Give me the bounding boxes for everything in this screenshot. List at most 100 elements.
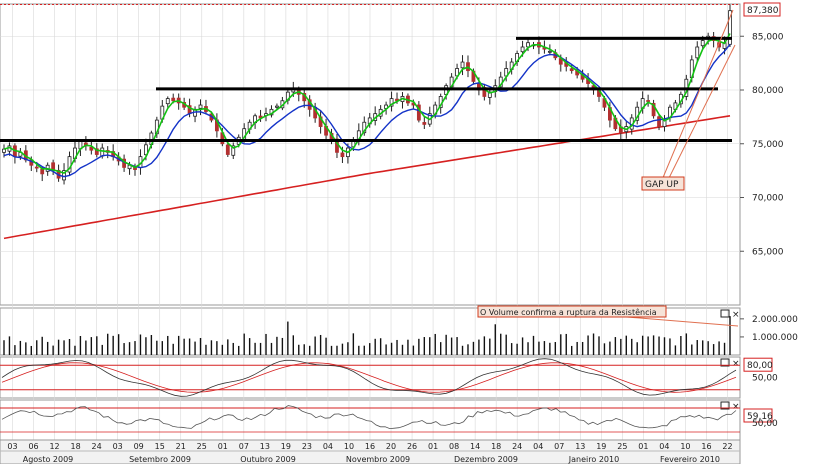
- x-month-label: Novembro 2009: [346, 455, 410, 464]
- x-day-label: 21: [176, 442, 186, 451]
- x-day-label: 12: [49, 442, 59, 451]
- x-day-label: 03: [7, 442, 17, 451]
- x-month-label: Janeiro 2010: [568, 455, 619, 464]
- gap-arrow-line: [661, 9, 734, 181]
- stoch-k-line: [1, 358, 737, 397]
- x-day-label: 26: [407, 442, 417, 451]
- osc2-level-box: [743, 408, 773, 423]
- x-day-label: 09: [134, 442, 144, 451]
- candle-body: [2, 148, 6, 153]
- x-month-label: Fevereiro 2010: [660, 455, 720, 464]
- candle-body: [569, 68, 574, 72]
- candle-body: [389, 98, 394, 107]
- candle-body: [231, 145, 236, 156]
- x-month-label: Outubro 2009: [240, 455, 296, 464]
- candle-body: [225, 144, 230, 155]
- x-day-label: 15: [155, 442, 165, 451]
- x-day-label: 25: [197, 442, 207, 451]
- candle-body: [89, 146, 94, 151]
- candle-body: [651, 102, 656, 117]
- panel-close-icon: ×: [732, 310, 740, 320]
- x-day-label: 01: [218, 442, 228, 451]
- candle-body: [34, 166, 39, 169]
- x-day-label: 22: [722, 442, 732, 451]
- x-day-label: 07: [239, 442, 249, 451]
- candle-body: [94, 148, 99, 155]
- x-day-label: 04: [533, 442, 543, 451]
- candle-body: [422, 122, 427, 125]
- candle-body: [657, 116, 661, 127]
- volume-annotation-box: [477, 305, 667, 318]
- x-day-label: 14: [470, 442, 480, 451]
- x-day-label: 08: [449, 442, 459, 451]
- x-day-label: 19: [281, 442, 291, 451]
- y-tick-label: 70,000: [752, 194, 784, 204]
- volume-tick-label: 1.000.000: [752, 333, 798, 343]
- osc2-level-label: 59,16: [747, 412, 773, 422]
- x-day-label: 01: [428, 442, 438, 451]
- candle-body: [40, 168, 45, 175]
- x-day-label: 10: [344, 442, 354, 451]
- y-tick-label: 65,000: [752, 247, 784, 257]
- x-day-label: 18: [491, 442, 501, 451]
- x-day-label: 13: [575, 442, 585, 451]
- gap-up-box: [641, 176, 685, 191]
- x-month-label: Dezembro 2009: [454, 455, 518, 464]
- ma-slow-line: [3, 115, 731, 240]
- stoch-level-box: [743, 357, 773, 372]
- candle-body: [700, 40, 705, 47]
- x-day-label: 04: [323, 442, 333, 451]
- stoch-d-line: [1, 362, 737, 393]
- candle-body: [144, 144, 148, 156]
- panel-maximize-icon[interactable]: [720, 309, 730, 318]
- candle-body: [62, 170, 66, 181]
- panel-close-icon: ×: [732, 359, 740, 369]
- volume-tick-label: 2.000.000: [752, 315, 798, 325]
- candle-body: [695, 46, 700, 59]
- candle-body: [362, 121, 367, 134]
- x-day-label: 20: [386, 442, 396, 451]
- candle-body: [165, 98, 170, 105]
- x-day-label: 13: [260, 442, 270, 451]
- x-day-label: 24: [512, 442, 522, 451]
- candle-body: [171, 97, 176, 102]
- last-price-box: [743, 2, 781, 17]
- x-day-label: 04: [659, 442, 669, 451]
- osc2-line: [1, 405, 737, 430]
- x-day-label: 24: [92, 442, 102, 451]
- candle-body: [547, 50, 552, 53]
- x-day-label: 16: [365, 442, 375, 451]
- x-day-label: 16: [701, 442, 711, 451]
- volume-annotation-label: O Volume confirma a ruptura da Resistênc…: [480, 307, 657, 317]
- x-day-label: 18: [71, 442, 81, 451]
- candle-body: [460, 61, 465, 69]
- last-price-label: 87,380: [747, 6, 779, 16]
- gap-arrow-line: [667, 44, 736, 181]
- candle-body: [100, 147, 105, 157]
- candle-body: [520, 46, 525, 53]
- candle-body: [198, 104, 203, 109]
- gap-up-label: GAP UP: [645, 180, 679, 190]
- x-day-label: 19: [596, 442, 606, 451]
- x-month-label: Agosto 2009: [23, 455, 74, 464]
- y-tick-label: 80,000: [752, 86, 784, 96]
- y-tick-label: 75,000: [752, 140, 784, 150]
- candle-body: [275, 105, 279, 108]
- stoch-level-label: 80,00: [747, 361, 773, 371]
- x-day-label: 01: [638, 442, 648, 451]
- candle-body: [340, 152, 345, 158]
- panel-close-icon: ×: [732, 402, 740, 412]
- stoch-mid-label: 50,00: [752, 374, 778, 384]
- x-day-label: 10: [680, 442, 690, 451]
- x-axis-band: [0, 439, 741, 464]
- x-day-label: 23: [302, 442, 312, 451]
- panel-maximize-icon[interactable]: [720, 358, 730, 367]
- x-day-label: 07: [554, 442, 564, 451]
- x-day-label: 03: [113, 442, 123, 451]
- osc2-mid-label: 50,00: [752, 419, 778, 429]
- panel-maximize-icon[interactable]: [720, 401, 730, 410]
- y-tick-label: 85,000: [752, 32, 784, 42]
